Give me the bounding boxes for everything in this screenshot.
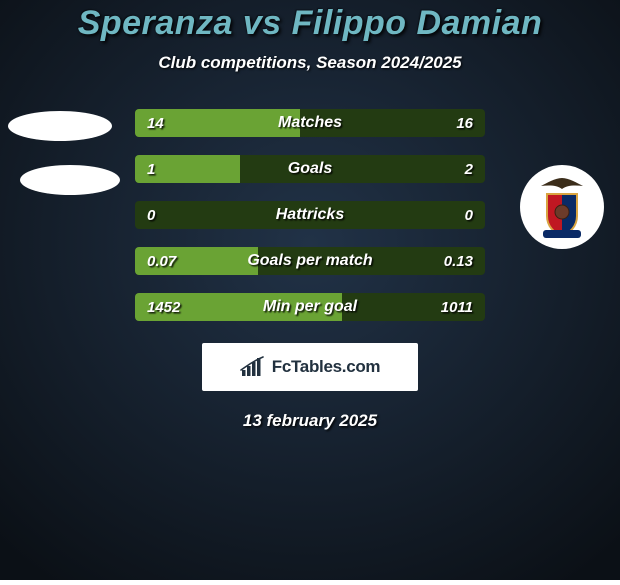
stat-row: 12Goals	[135, 155, 485, 183]
stat-value-right: 0.13	[444, 247, 473, 275]
player-left-placeholder-icon	[8, 111, 112, 141]
brand-chart-icon	[240, 356, 266, 378]
stat-value-left: 0.07	[147, 247, 176, 275]
title-vs: vs	[233, 4, 292, 42]
title-player-left: Speranza	[78, 4, 233, 42]
player-left-placeholder-icon	[20, 165, 120, 195]
page-title: Speranza vs Filippo Damian	[0, 4, 620, 43]
stat-value-right: 2	[465, 155, 473, 183]
stat-value-right: 0	[465, 201, 473, 229]
crest-icon	[527, 172, 597, 242]
brand-box: FcTables.com	[202, 343, 418, 391]
stat-value-left: 1	[147, 155, 155, 183]
footer-date: 13 february 2025	[0, 411, 620, 431]
stat-row: 0 0Hattricks	[135, 201, 485, 229]
stat-value-right: 16	[456, 109, 473, 137]
stat-label: Hattricks	[135, 201, 485, 229]
stat-row: 14521011Min per goal	[135, 293, 485, 321]
stat-row: 1416Matches	[135, 109, 485, 137]
stat-value-left: 14	[147, 109, 164, 137]
brand-text: FcTables.com	[272, 357, 381, 377]
stat-row: 0.070.13Goals per match	[135, 247, 485, 275]
title-player-right: Filippo Damian	[292, 4, 543, 42]
subtitle: Club competitions, Season 2024/2025	[0, 53, 620, 73]
stat-value-left: 1452	[147, 293, 180, 321]
stat-value-right: 1011	[441, 293, 473, 321]
stat-value-left: 0	[147, 201, 155, 229]
player-right-club-crest	[520, 165, 604, 249]
content: Speranza vs Filippo Damian Club competit…	[0, 0, 620, 431]
comparison-arena: 1416Matches12Goals00Hattricks0.070.13Goa…	[0, 109, 620, 321]
stat-bars: 1416Matches12Goals00Hattricks0.070.13Goa…	[135, 109, 485, 321]
